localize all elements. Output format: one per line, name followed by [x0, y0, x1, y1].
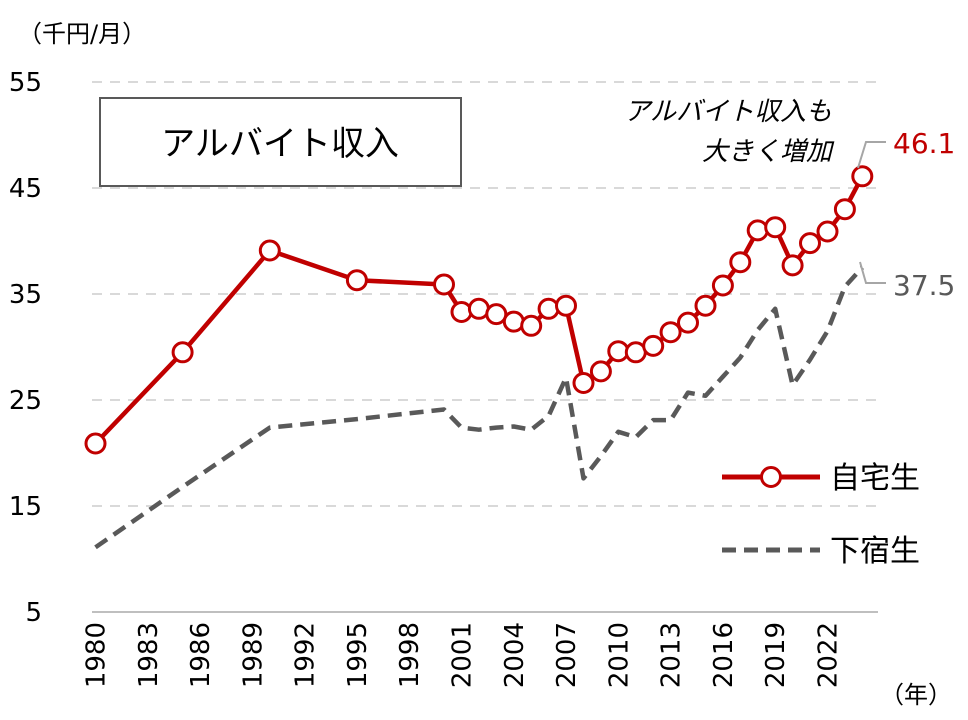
x-tick-label: 2013: [657, 622, 687, 688]
y-tick-label: 15: [9, 492, 42, 522]
end-label-geshuku: 37.5: [893, 269, 955, 302]
data-point-jitaku: [816, 220, 839, 243]
x-tick-label: 1998: [395, 622, 425, 688]
x-tick-label: 2010: [604, 622, 634, 688]
data-point-jitaku: [572, 372, 595, 394]
x-tick-label: 2022: [813, 622, 843, 688]
x-tick-label: 2007: [552, 622, 582, 688]
leader-line-jitaku: [857, 141, 886, 169]
chart-title: アルバイト収入: [161, 124, 399, 164]
x-tick-label: 1992: [291, 622, 321, 688]
data-point-jitaku: [711, 274, 734, 297]
data-point-jitaku: [799, 232, 821, 255]
legend-marker-jitaku: [760, 466, 782, 488]
x-axis-unit-label: （年）: [880, 681, 952, 709]
x-tick-label: 1983: [134, 622, 164, 688]
data-point-jitaku: [833, 198, 856, 221]
data-point-jitaku: [450, 301, 473, 323]
x-tick-label: 2004: [500, 622, 530, 688]
y-tick-label: 5: [25, 598, 42, 628]
data-point-jitaku: [642, 334, 665, 357]
data-point-jitaku: [555, 294, 577, 317]
legend-label-geshuku: 下宿生: [830, 534, 920, 569]
y-tick-label: 35: [9, 280, 42, 310]
annotation-line-1: アルバイト収入も: [624, 97, 832, 127]
y-tick-label: 55: [9, 68, 42, 98]
x-tick-label: 2019: [761, 622, 791, 688]
end-label-jitaku: 46.1: [893, 127, 955, 160]
data-point-jitaku: [84, 432, 107, 455]
data-point-jitaku: [433, 273, 455, 296]
y-tick-label: 25: [9, 386, 42, 416]
series-line-geshuku: [94, 265, 864, 550]
x-axis: 1980 1983 1986 1989 1992 1995 1998 2001 2004 2007…: [81, 622, 843, 688]
series-layer: [84, 165, 874, 550]
x-tick-label: 1986: [186, 622, 216, 688]
leader-line-geshuku: [859, 261, 886, 284]
x-tick-label: 1989: [238, 622, 268, 688]
data-point-jitaku: [537, 297, 560, 320]
legend: 自宅生 下宿生: [722, 461, 920, 569]
data-point-jitaku: [502, 310, 525, 333]
data-point-jitaku: [258, 239, 281, 262]
data-point-jitaku: [851, 165, 874, 188]
x-tick-label: 1995: [343, 622, 373, 688]
data-point-jitaku: [746, 219, 769, 242]
data-point-jitaku: [694, 294, 717, 317]
y-axis-unit-label: （千円/月）: [18, 20, 146, 48]
data-point-jitaku: [171, 341, 194, 364]
legend-label-jitaku: 自宅生: [830, 461, 920, 496]
x-tick-label: 2016: [709, 622, 739, 688]
x-tick-label: 2001: [447, 622, 477, 688]
data-point-jitaku: [345, 269, 368, 292]
x-tick-label: 1980: [81, 622, 111, 688]
data-point-jitaku: [659, 321, 682, 344]
data-point-jitaku: [677, 311, 699, 334]
y-axis: 5 15 25 35 45 55: [9, 68, 42, 628]
data-point-jitaku: [520, 314, 543, 337]
data-point-jitaku: [589, 360, 612, 383]
annotation-line-2: 大きく増加: [702, 137, 835, 167]
data-point-jitaku: [729, 251, 752, 274]
title-box: [99, 97, 462, 187]
grid: [92, 81, 878, 613]
data-point-jitaku: [764, 216, 787, 239]
data-point-jitaku: [781, 254, 804, 277]
y-tick-label: 45: [9, 174, 42, 204]
